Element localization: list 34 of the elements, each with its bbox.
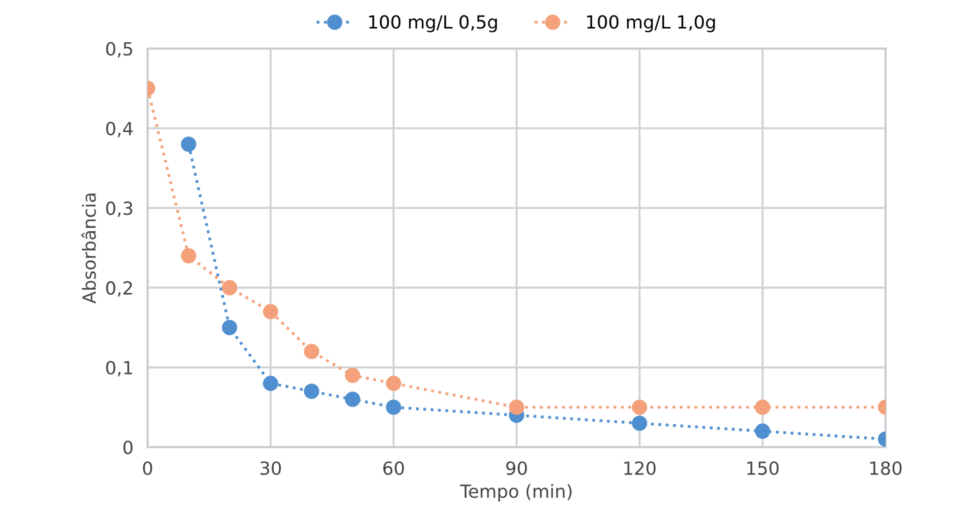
y-tick-label: 0,4	[106, 122, 133, 138]
point	[508, 400, 524, 415]
point	[754, 400, 770, 415]
legend-label: 100 mg/L 1,0g	[587, 15, 715, 32]
point	[222, 280, 238, 296]
point	[632, 416, 648, 431]
x-tick-label: 90	[506, 461, 527, 475]
point	[386, 376, 402, 391]
point	[304, 344, 320, 360]
x-tick-label: 180	[870, 461, 902, 475]
point	[262, 376, 278, 391]
y-tick-label: 0,2	[106, 281, 132, 297]
x-tick-label: 150	[747, 461, 779, 475]
point	[180, 248, 196, 264]
y-tick-label: 0	[123, 440, 133, 454]
y-axis-title: Absorbância	[81, 194, 96, 304]
point	[262, 304, 278, 320]
x-tick-label: 30	[260, 461, 281, 475]
y-tick-label: 0,1	[106, 360, 132, 376]
point	[632, 400, 648, 415]
x-tick-label: 0	[143, 461, 152, 475]
x-tick-label: 60	[383, 461, 404, 475]
y-tick-label: 0,3	[106, 201, 132, 217]
point	[344, 368, 360, 384]
point	[222, 320, 238, 336]
legend-label: 100 mg/L 0,5g	[369, 15, 497, 32]
point	[180, 136, 196, 152]
x-tick-label: 120	[624, 461, 656, 475]
point	[304, 384, 320, 399]
point	[386, 400, 402, 415]
point	[754, 424, 770, 439]
y-tick-label: 0,5	[106, 42, 132, 58]
point	[344, 392, 360, 407]
x-axis-title: Tempo (min)	[460, 484, 572, 502]
